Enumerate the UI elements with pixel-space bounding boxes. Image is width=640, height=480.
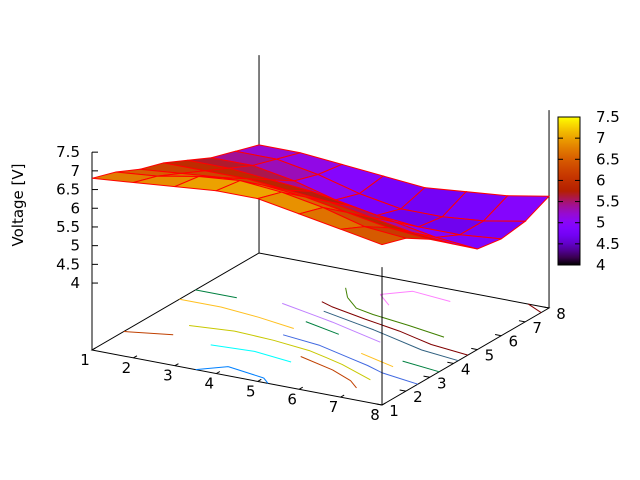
colorbar-tick-label: 6: [596, 171, 606, 189]
x-tick-label: 1: [80, 351, 90, 369]
colorbar-tick-label: 6.5: [596, 150, 620, 168]
x-tick-label: 4: [205, 375, 215, 393]
contour-line: [189, 325, 371, 381]
contour-line: [345, 287, 445, 338]
y-tick-label: 4: [461, 360, 471, 378]
contour-lines: [123, 287, 542, 389]
y-tick: [542, 306, 550, 309]
z-tick-label: 5: [70, 237, 80, 255]
contour-line: [179, 298, 394, 368]
y-tick-label: 1: [389, 402, 399, 420]
contour-line: [282, 334, 418, 385]
z-tick-label: 7: [70, 162, 80, 180]
colorbar-tick-label: 7.5: [596, 108, 620, 126]
contour-line: [195, 366, 269, 384]
colorbar: [557, 116, 581, 266]
contour-line: [379, 290, 451, 306]
colorbar-tick-label: 4.5: [596, 235, 620, 253]
y-tick-label: 7: [532, 319, 542, 337]
z-tick-label: 5.5: [56, 218, 80, 236]
y-tick: [375, 403, 383, 406]
x-tick-label: 7: [329, 398, 339, 416]
axes: [91, 55, 550, 406]
x-tick: [216, 371, 221, 375]
x-tick: [340, 394, 345, 398]
color-box: 4 4.5 5 5.5 6 6.5 7 7.5: [557, 108, 620, 274]
x-tick: [381, 402, 386, 406]
z-tick-label: 6.5: [56, 181, 80, 199]
z-tick-label: 7.5: [56, 143, 80, 161]
colorbar-tick-label: 5: [596, 214, 606, 232]
contour-line: [282, 302, 381, 343]
colorbar-tick-label: 7: [596, 129, 606, 147]
y-tick: [495, 334, 502, 337]
x-tick: [298, 386, 303, 390]
y-tick: [447, 361, 454, 364]
base-plane: [90, 252, 551, 406]
x-tick: [257, 378, 262, 382]
y-tick-label: 2: [413, 388, 423, 406]
x-tick-label: 2: [122, 359, 132, 377]
x-tick-label: 8: [370, 406, 380, 424]
y-tick-label: 8: [556, 305, 566, 323]
z-tick-label: 4.5: [56, 255, 80, 273]
x-tick: [133, 355, 138, 359]
y-tick-label: 3: [437, 374, 447, 392]
colorbar-tick-label: 5.5: [596, 193, 620, 211]
y-tick: [399, 389, 406, 392]
y-tick: [518, 320, 526, 323]
x-tick: [91, 347, 96, 351]
x-tick: [174, 363, 179, 367]
contour-line: [195, 289, 440, 373]
y-tick-label: 6: [509, 333, 519, 351]
z-tick-label: 4: [70, 274, 80, 292]
contour-line: [210, 344, 292, 363]
y-tick: [471, 347, 478, 351]
y-tick: [423, 375, 430, 378]
colorbar-tick-label: 4: [596, 256, 606, 274]
y-tick-label: 5: [485, 347, 495, 365]
contour-line: [323, 310, 459, 362]
z-axis-label: Voltage [V]: [9, 164, 27, 247]
base-frame: [90, 252, 551, 406]
x-tick-label: 3: [163, 367, 173, 385]
z-tick-label: 6: [70, 199, 80, 217]
x-tick-label: 6: [287, 390, 297, 408]
contour-line: [123, 331, 357, 389]
surface-quad: [340, 226, 408, 246]
x-tick-label: 5: [246, 382, 256, 400]
surface-mesh: [91, 144, 551, 250]
